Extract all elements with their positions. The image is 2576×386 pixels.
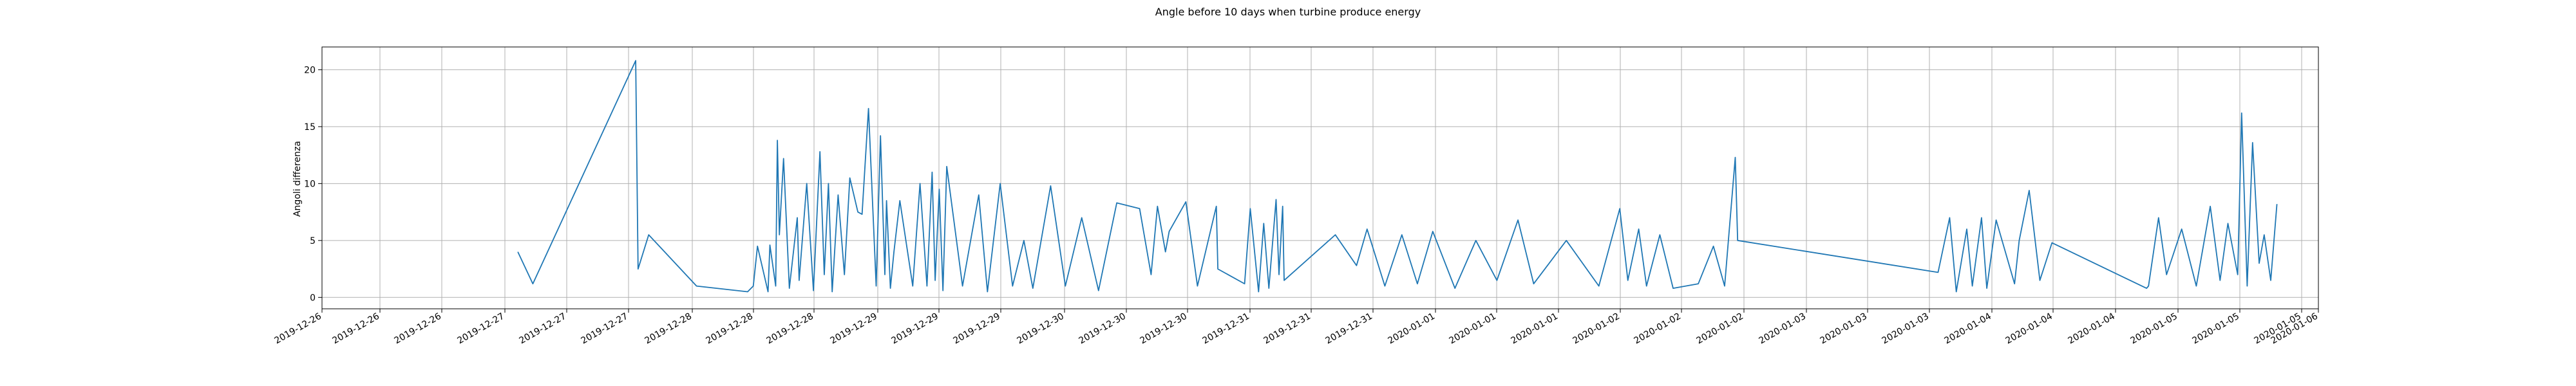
y-tick-label-4: 20 bbox=[304, 65, 316, 75]
x-tick-label-14: 2019-12-30 bbox=[1139, 311, 1189, 347]
x-tick-label-0: 2019-12-26 bbox=[273, 311, 324, 347]
x-tick-label-4: 2019-12-27 bbox=[518, 311, 568, 347]
y-axis-ticks: 0 5 10 15 20 bbox=[304, 65, 322, 303]
x-tick-label-8: 2019-12-28 bbox=[765, 311, 815, 347]
x-tick-label-28: 2020-01-04 bbox=[2004, 311, 2055, 347]
x-tick-label-10: 2019-12-29 bbox=[890, 311, 940, 347]
axes bbox=[321, 46, 2319, 309]
x-tick-label-13: 2019-12-30 bbox=[1077, 311, 1128, 347]
x-tick-label-30: 2020-01-05 bbox=[2129, 311, 2179, 347]
plot-frame bbox=[321, 46, 2319, 309]
x-tick-label-1: 2019-12-26 bbox=[331, 311, 382, 347]
x-tick-label-29: 2020-01-04 bbox=[2067, 311, 2117, 347]
x-tick-label-15: 2019-12-31 bbox=[1201, 311, 1251, 347]
x-tick-label-2: 2019-12-26 bbox=[393, 311, 444, 347]
x-tick-label-11: 2019-12-29 bbox=[952, 311, 1002, 347]
x-tick-label-7: 2019-12-28 bbox=[705, 311, 755, 347]
y-tick-label-2: 10 bbox=[304, 179, 316, 189]
x-tick-label-17: 2019-12-31 bbox=[1324, 311, 1374, 347]
x-tick-label-19: 2020-01-01 bbox=[1448, 311, 1498, 347]
x-tick-label-23: 2020-01-02 bbox=[1695, 311, 1745, 347]
x-tick-label-9: 2019-12-29 bbox=[829, 311, 879, 347]
x-tick-label-26: 2020-01-03 bbox=[1880, 311, 1931, 347]
y-axis-label: Angoli differenza bbox=[292, 141, 303, 217]
x-tick-label-6: 2019-12-28 bbox=[643, 311, 694, 347]
y-tick-label-3: 15 bbox=[304, 122, 316, 133]
x-tick-label-21: 2020-01-02 bbox=[1571, 311, 1622, 347]
y-tick-label-1: 5 bbox=[310, 236, 316, 246]
x-tick-label-3: 2019-12-27 bbox=[456, 311, 506, 347]
series-layer bbox=[517, 60, 2278, 293]
x-tick-label-16: 2019-12-31 bbox=[1262, 311, 1312, 347]
x-tick-label-22: 2020-01-02 bbox=[1633, 311, 1683, 347]
x-tick-label-18: 2020-01-01 bbox=[1387, 311, 1437, 347]
x-tick-label-27: 2020-01-04 bbox=[1943, 311, 1994, 347]
series-line-0 bbox=[517, 60, 2278, 293]
x-axis-ticks: 2019-12-26 2019-12-26 2019-12-26 2019-12-27… bbox=[273, 309, 2320, 346]
y-tick-label-0: 0 bbox=[310, 293, 316, 303]
x-tick-label-25: 2020-01-03 bbox=[1819, 311, 1869, 347]
grid bbox=[321, 47, 2319, 309]
x-tick-label-20: 2020-01-01 bbox=[1510, 311, 1560, 347]
chart-title: Angle before 10 days when turbine produc… bbox=[1155, 6, 1421, 18]
x-tick-label-12: 2019-12-30 bbox=[1016, 311, 1066, 347]
x-tick-label-31: 2020-01-05 bbox=[2191, 311, 2241, 347]
x-tick-label-5: 2019-12-27 bbox=[580, 311, 630, 347]
x-tick-label-24: 2020-01-03 bbox=[1757, 311, 1808, 347]
